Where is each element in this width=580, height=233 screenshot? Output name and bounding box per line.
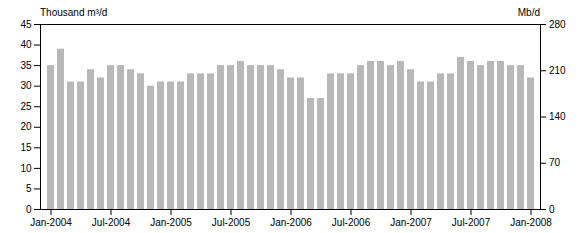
svg-text:45: 45 — [20, 19, 32, 30]
svg-text:Jul-2006: Jul-2006 — [332, 217, 371, 228]
svg-text:70: 70 — [549, 157, 561, 168]
svg-text:140: 140 — [549, 111, 566, 122]
svg-text:25: 25 — [20, 101, 32, 112]
svg-text:Jul-2005: Jul-2005 — [212, 217, 251, 228]
svg-text:20: 20 — [20, 121, 32, 132]
svg-text:5: 5 — [26, 183, 32, 194]
svg-text:Jan-2006: Jan-2006 — [270, 217, 312, 228]
svg-text:35: 35 — [20, 60, 32, 71]
svg-text:Jan-2008: Jan-2008 — [510, 217, 552, 228]
svg-text:0: 0 — [549, 204, 555, 215]
svg-text:15: 15 — [20, 142, 32, 153]
svg-text:Thousand m³/d: Thousand m³/d — [40, 7, 107, 18]
svg-text:280: 280 — [549, 19, 566, 30]
svg-text:Jul-2007: Jul-2007 — [452, 217, 491, 228]
svg-text:210: 210 — [549, 65, 566, 76]
svg-text:40: 40 — [20, 39, 32, 50]
svg-text:Jan-2004: Jan-2004 — [30, 217, 72, 228]
svg-text:Mb/d: Mb/d — [518, 7, 540, 18]
svg-text:Jan-2005: Jan-2005 — [150, 217, 192, 228]
svg-text:10: 10 — [20, 163, 32, 174]
svg-text:Jan-2007: Jan-2007 — [390, 217, 432, 228]
svg-text:0: 0 — [26, 204, 32, 215]
svg-text:30: 30 — [20, 80, 32, 91]
svg-text:Jul-2004: Jul-2004 — [92, 217, 131, 228]
